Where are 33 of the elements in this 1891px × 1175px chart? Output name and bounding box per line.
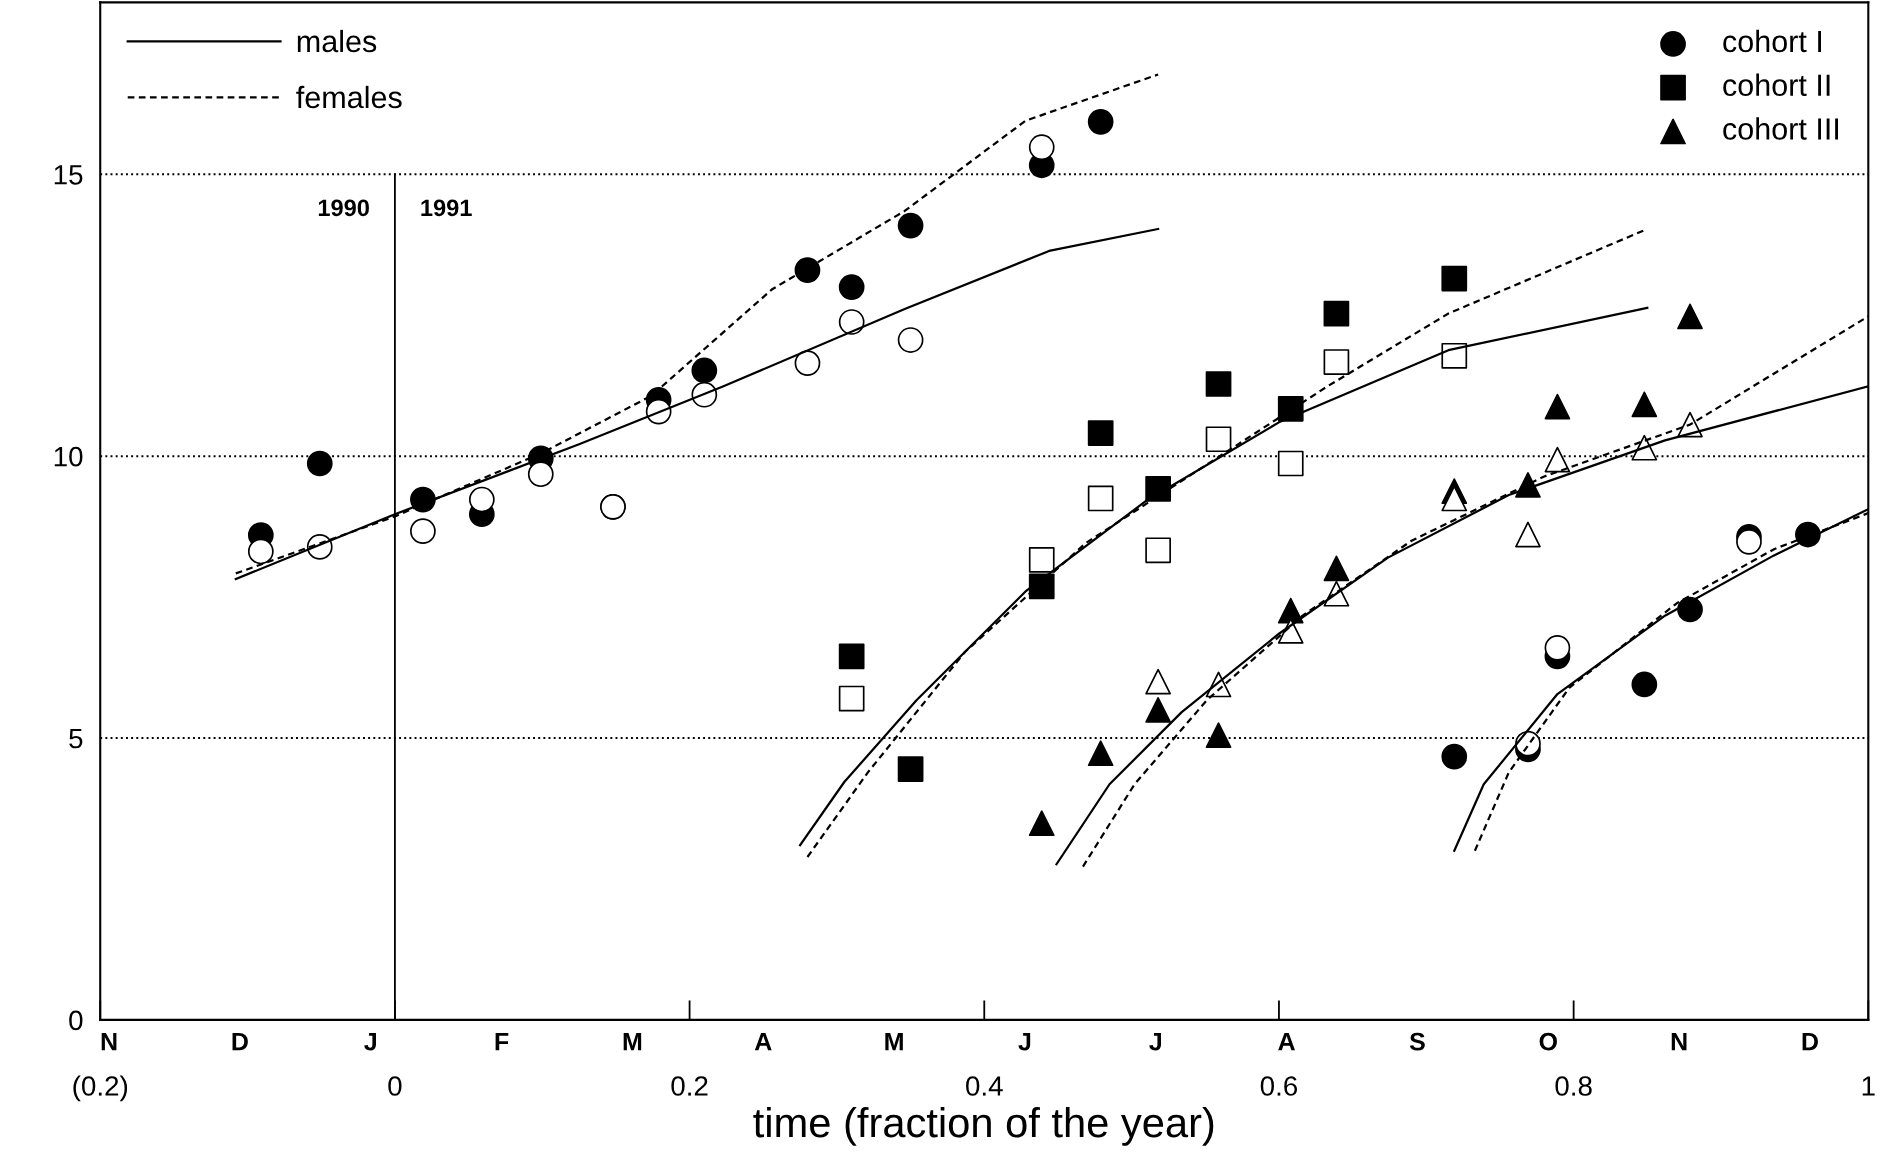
y-tick-label: 10 [54,446,83,467]
text: J [364,1033,376,1051]
text: O [1539,1032,1557,1051]
legend-label: females [296,85,402,109]
legend-label: cohort I [1723,29,1822,53]
text: N [101,1033,117,1051]
text: M [885,1033,903,1051]
y-tick-label: 5 [69,728,83,749]
text: J [1149,1033,1162,1051]
text: F [495,1033,509,1051]
annotation: 1991 [421,199,472,217]
text: A [754,1033,772,1051]
x-tick-label: 1 [1862,1076,1875,1096]
text: M [623,1033,642,1051]
text: D [232,1033,248,1051]
text: S [1409,1032,1425,1051]
text: D [1802,1033,1818,1051]
legend-label: cohort III [1723,117,1838,140]
legend-label: males [297,29,377,53]
x-tick-label: 0.8 [1555,1076,1592,1096]
x-tick-label: 0 [388,1076,402,1096]
x-tick-label: 0.6 [1260,1076,1298,1096]
legend-label: cohort II [1723,73,1830,97]
y-tick-label: 15 [54,165,83,185]
x-tick-label: 0.4 [966,1076,1003,1096]
x-axis-title: time (fraction of the year) [753,1106,1214,1146]
x-tick-label: (0.2) [73,1075,128,1102]
text: J [1018,1033,1031,1051]
y-tick-label: 0 [69,1010,83,1031]
x-tick-label: 0.2 [671,1076,708,1096]
text: N [1671,1033,1687,1051]
text: A [1278,1033,1295,1051]
annotation: 1990 [318,199,369,217]
